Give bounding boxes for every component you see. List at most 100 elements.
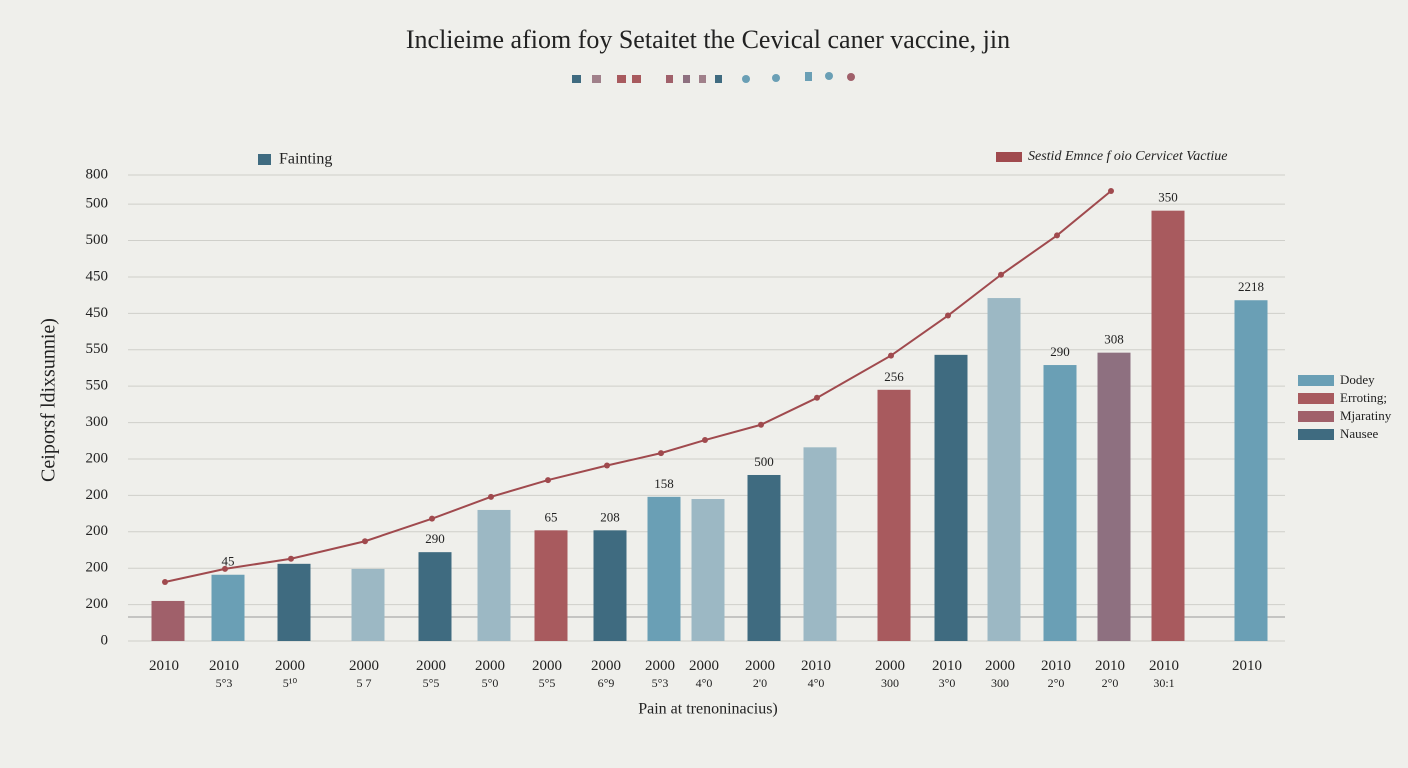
line-point [429,515,435,522]
y-tick-label: 200 [86,450,109,466]
x-tick-label: 2000 6°9 [591,658,621,689]
x-tick-label: 2010 3°0 [932,658,962,689]
x-tick-label: 2000 5¹⁰ [275,658,305,689]
data-label: 158 [654,476,674,491]
line-point [888,352,894,359]
bar [647,496,681,641]
line-point [545,477,551,484]
x-tick-line: 2010 [1095,658,1125,674]
line-point [604,462,610,469]
x-tick-line: 2000 [475,658,505,674]
x-tick-line: 5°3 [216,676,233,690]
x-tick-line: 2000 [349,658,379,674]
y-tick-label: 550 [86,341,109,357]
y-tick-label: 550 [86,378,109,394]
y-tick-label: 300 [86,414,109,430]
bar [1234,300,1268,641]
x-tick-line: 2°0 [1048,676,1065,690]
x-tick-line: 2010 [1149,658,1179,674]
legend-label: Dodey [1340,372,1375,387]
x-tick-line: 2000 [591,658,621,674]
bar [987,298,1021,641]
data-label: 65 [545,509,558,524]
data-label: 2218 [1238,279,1264,294]
x-tick-label: 2000 4°0 [689,658,719,689]
x-tick-line: 2010 [149,658,179,674]
bar [691,499,725,641]
x-tick-label: 2010 2°0 [1095,658,1125,689]
line-point [1108,188,1114,195]
data-label: 256 [884,369,904,384]
line-point [162,579,168,586]
x-tick-line: 2000 [689,658,719,674]
x-tick-label: 2000 5°0 [475,658,505,689]
data-label: 308 [1104,332,1124,347]
y-axis-label: Ceiporsf ldixsunnie) [38,318,60,482]
bar [418,552,452,641]
bar [534,530,568,641]
legend-swatch [1298,429,1334,440]
x-tick-line: 5¹⁰ [283,676,298,690]
legend-swatch [996,152,1022,162]
x-tick-line: 2010 [1041,658,1071,674]
x-tick-line: 4°0 [696,676,713,690]
bar [277,563,311,641]
x-tick-line: 5°5 [423,676,440,690]
x-tick-label: 2000 2'0 [745,658,775,689]
legend-label: Fainting [279,151,332,168]
bar [477,509,511,641]
y-tick-label: 0 [101,632,109,648]
y-tick-label: 200 [86,596,109,612]
x-tick-line: 30:1 [1153,676,1174,690]
x-tick-line: 300 [991,676,1009,690]
x-axis-label: Pain at trenoninacius) [638,701,778,718]
line-point [288,555,294,562]
data-label: 290 [425,531,445,546]
legend-swatch [1298,393,1334,404]
bar [593,530,627,641]
y-tick-label: 200 [86,523,109,539]
bar [747,474,781,641]
x-tick-line: 2010 [1232,658,1262,674]
x-tick-label: 2010 5°3 [209,658,239,689]
y-tick-label: 200 [86,560,109,576]
x-tick-line: 300 [881,676,899,690]
x-tick-line: 6°9 [598,676,615,690]
line-point [702,437,708,444]
y-tick-label: 500 [86,196,109,212]
line-point [758,421,764,428]
y-tick-label: 450 [86,268,109,284]
bar [803,447,837,641]
legend-swatch [1298,411,1334,422]
bar [1097,352,1131,641]
line-point [945,312,951,319]
line-point [814,394,820,401]
x-tick-label: 2000 5 7 [349,658,379,689]
line-point [362,538,368,545]
x-tick-label: 2000 5°3 [645,658,675,689]
legend-label: Mjaratiny [1340,408,1392,423]
legend-label: Erroting; [1340,390,1387,405]
x-tick-label: 2010 [1232,658,1262,674]
x-tick-label: 2000 300 [875,658,905,689]
x-tick-line: 2000 [416,658,446,674]
x-tick-line: 2010 [932,658,962,674]
x-tick-line: 5°3 [652,676,669,690]
data-label: 208 [600,509,620,524]
x-tick-label: 2000 300 [985,658,1015,689]
x-tick-line: 2010 [801,658,831,674]
x-tick-line: 2'0 [753,676,767,690]
x-tick-line: 2000 [985,658,1015,674]
line-point [998,271,1004,278]
x-tick-line: 2010 [209,658,239,674]
line-point [222,565,228,572]
data-label: 350 [1158,190,1178,205]
x-tick-line: 2000 [275,658,305,674]
line-point [488,493,494,500]
title-dots [572,72,855,83]
y-tick-label: 500 [86,232,109,248]
x-tick-line: 2000 [532,658,562,674]
y-tick-label: 800 [86,166,109,182]
legend-label: Sestid Emnce f oio Cervicet Vactiue [1028,149,1227,164]
